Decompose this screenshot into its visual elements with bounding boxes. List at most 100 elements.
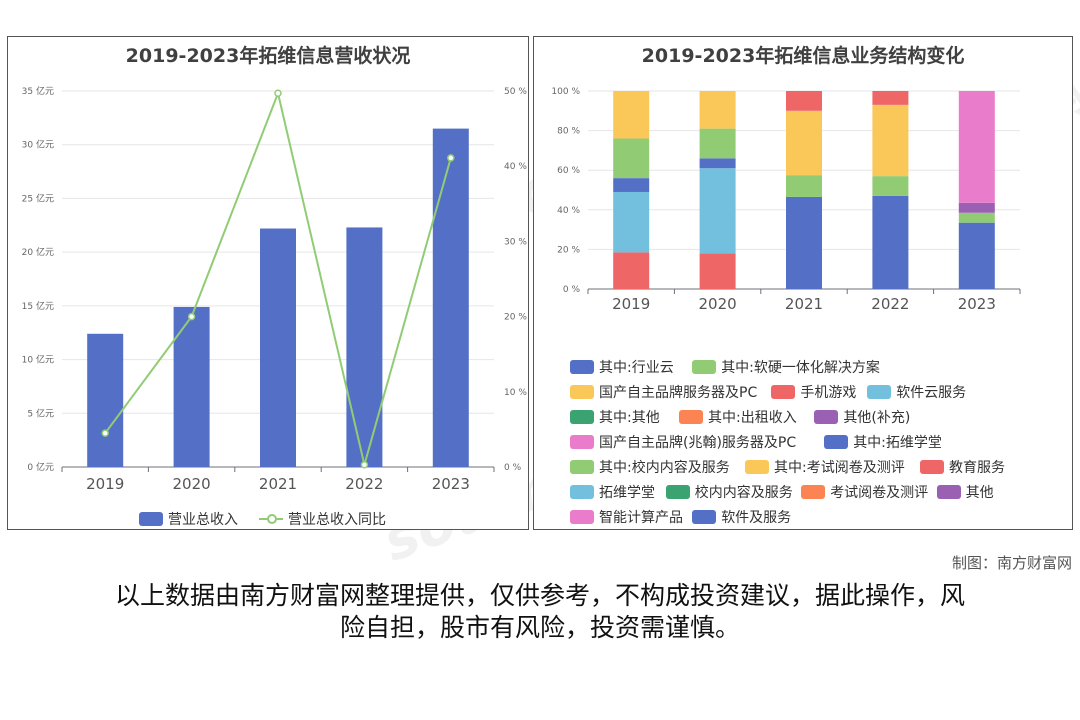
x-tick-label: 2023 bbox=[958, 295, 996, 313]
revenue-yoy-point bbox=[101, 429, 109, 437]
revenue-yoy-point bbox=[447, 154, 455, 162]
legend-item[interactable]: 其他(补充) bbox=[814, 407, 910, 427]
legend-swatch bbox=[771, 385, 796, 399]
legend-swatch bbox=[692, 510, 717, 524]
legend-item[interactable]: 教育服务 bbox=[920, 457, 1005, 477]
legend-label: 其他 bbox=[965, 485, 994, 501]
y-tick-label: 100 % bbox=[551, 87, 580, 97]
y-tick-label: 80 % bbox=[557, 127, 580, 137]
stack-segment bbox=[699, 253, 736, 289]
revenue-bar bbox=[432, 128, 469, 467]
legend-item[interactable]: 其中:考试阅卷及测评 bbox=[745, 457, 905, 477]
legend-item[interactable]: 国产自主品牌服务器及PC bbox=[570, 382, 757, 402]
legend-swatch bbox=[824, 435, 849, 449]
x-tick-label: 2019 bbox=[86, 475, 124, 493]
revenue-bar bbox=[346, 227, 383, 467]
y-tick-label: 0 % bbox=[563, 285, 581, 295]
y-tick-label-left: 35 亿元 bbox=[22, 85, 54, 97]
legend-label: 校内内容及服务 bbox=[694, 485, 793, 501]
revenue-bar bbox=[87, 333, 124, 467]
legend-swatch bbox=[920, 460, 944, 474]
stack-segment bbox=[786, 175, 822, 197]
stack-segment bbox=[613, 191, 650, 253]
stack-segment bbox=[699, 158, 736, 169]
legend-item[interactable]: 其中:软硬一体化解决方案 bbox=[692, 357, 880, 377]
legend-label: 拓维学堂 bbox=[599, 485, 655, 501]
legend-swatch bbox=[936, 485, 961, 499]
legend-swatch bbox=[570, 460, 594, 474]
legend-swatch-revenue bbox=[139, 512, 163, 526]
x-tick-label: 2019 bbox=[612, 295, 650, 313]
legend-item[interactable]: 软件及服务 bbox=[692, 507, 791, 527]
legend-swatch-revenue-yoy bbox=[259, 512, 283, 526]
legend-label: 考试阅卷及测评 bbox=[830, 485, 929, 501]
legend-item[interactable]: 考试阅卷及测评 bbox=[801, 482, 928, 502]
legend-item[interactable]: 拓维学堂 bbox=[570, 482, 655, 502]
legend-item[interactable]: 智能计算产品 bbox=[570, 507, 683, 527]
legend-label: 软件云服务 bbox=[896, 385, 967, 401]
legend-label: 手机游戏 bbox=[800, 385, 857, 401]
stack-segment bbox=[872, 195, 909, 289]
legend-item[interactable]: 软件云服务 bbox=[867, 382, 966, 402]
legend-label: 智能计算产品 bbox=[599, 510, 683, 526]
legend-item[interactable]: 其中:拓维学堂 bbox=[824, 432, 942, 452]
stack-segment bbox=[699, 91, 736, 129]
x-tick-label: 2022 bbox=[871, 295, 909, 313]
y-tick-label-right: 10 % bbox=[504, 388, 527, 398]
legend-item[interactable]: 手机游戏 bbox=[771, 382, 856, 402]
stack-segment bbox=[958, 91, 995, 203]
stack-segment bbox=[958, 212, 995, 223]
legend-item[interactable]: 其中:其他 bbox=[570, 407, 660, 427]
legend-item[interactable]: 其他 bbox=[936, 482, 994, 502]
stack-segment bbox=[613, 91, 650, 139]
disclaimer-line-2: 险自担，股市有风险，投资需谨慎。 bbox=[339, 613, 740, 642]
y-tick-label-left: 0 亿元 bbox=[27, 461, 54, 473]
legend-item[interactable]: 国产自主品牌(兆翰)服务器及PC bbox=[570, 432, 796, 452]
y-tick-label: 40 % bbox=[557, 206, 580, 216]
legend-swatch bbox=[570, 510, 594, 524]
revenue-yoy-point bbox=[274, 89, 282, 98]
legend-label: 国产自主品牌服务器及PC bbox=[599, 385, 758, 401]
stack-segment bbox=[786, 110, 822, 176]
revenue-yoy-point bbox=[360, 460, 369, 469]
stack-segment bbox=[699, 128, 736, 159]
y-tick-label-right: 30 % bbox=[504, 237, 527, 247]
legend-swatch bbox=[814, 410, 839, 424]
y-tick-label-right: 50 % bbox=[504, 87, 527, 97]
x-tick-label: 2021 bbox=[259, 475, 297, 493]
structure-chart-title: 2019-2023年拓维信息业务结构变化 bbox=[641, 45, 965, 67]
legend-swatch bbox=[745, 460, 769, 474]
legend-label: 其中:考试阅卷及测评 bbox=[774, 460, 905, 476]
y-tick-label-right: 40 % bbox=[504, 162, 527, 172]
y-tick-label: 20 % bbox=[557, 245, 580, 255]
legend-label: 其中:校内内容及服务 bbox=[599, 460, 730, 476]
legend-label: 软件及服务 bbox=[721, 510, 792, 526]
stack-segment bbox=[613, 138, 650, 179]
stack-segment bbox=[786, 196, 822, 289]
y-tick-label-left: 30 亿元 bbox=[22, 139, 54, 151]
y-tick-label-left: 10 亿元 bbox=[22, 354, 54, 366]
structure-chart-panel: 2019-2023年拓维信息业务结构变化 0 % 20 % 40 % 60 % 80 %… bbox=[533, 36, 1073, 530]
legend-item[interactable]: 其中:校内内容及服务 bbox=[570, 457, 730, 477]
stack-segment bbox=[699, 168, 736, 254]
disclaimer-line-1: 以上数据由南方财富网整理提供，仅供参考，不构成投资建议，据此操作，风 bbox=[114, 581, 965, 610]
stack-segment bbox=[872, 104, 909, 177]
legend-label: 其中:拓维学堂 bbox=[853, 435, 942, 451]
legend-item[interactable]: 其中:行业云 bbox=[570, 357, 674, 377]
legend-swatch bbox=[570, 435, 594, 449]
y-tick-label: 60 % bbox=[557, 166, 580, 176]
legend-label: 其中:出租收入 bbox=[708, 410, 797, 426]
structure-chart-legend: 其中:行业云 其中:软硬一体化解决方案国产自主品牌服务器及PC 手机游戏 软件云服务其… bbox=[534, 37, 1074, 531]
legend-item-revenue-yoy[interactable]: 营业总收入同比 bbox=[259, 509, 386, 529]
stack-segment bbox=[958, 202, 995, 213]
legend-item-revenue[interactable]: 营业总收入 bbox=[139, 509, 238, 529]
legend-swatch bbox=[692, 360, 717, 374]
chart-credit: 制图：南方财富网 bbox=[951, 554, 1072, 572]
disclaimer: 以上数据由南方财富网整理提供，仅供参考，不构成投资建议，据此操作，风 险自担，股… bbox=[40, 580, 1040, 644]
legend-swatch bbox=[801, 485, 826, 499]
legend-label: 其他(补充) bbox=[843, 410, 911, 426]
legend-item[interactable]: 其中:出租收入 bbox=[679, 407, 797, 427]
legend-label: 其中:行业云 bbox=[599, 360, 674, 376]
x-tick-label: 2022 bbox=[345, 475, 383, 493]
legend-item[interactable]: 校内内容及服务 bbox=[665, 482, 793, 502]
